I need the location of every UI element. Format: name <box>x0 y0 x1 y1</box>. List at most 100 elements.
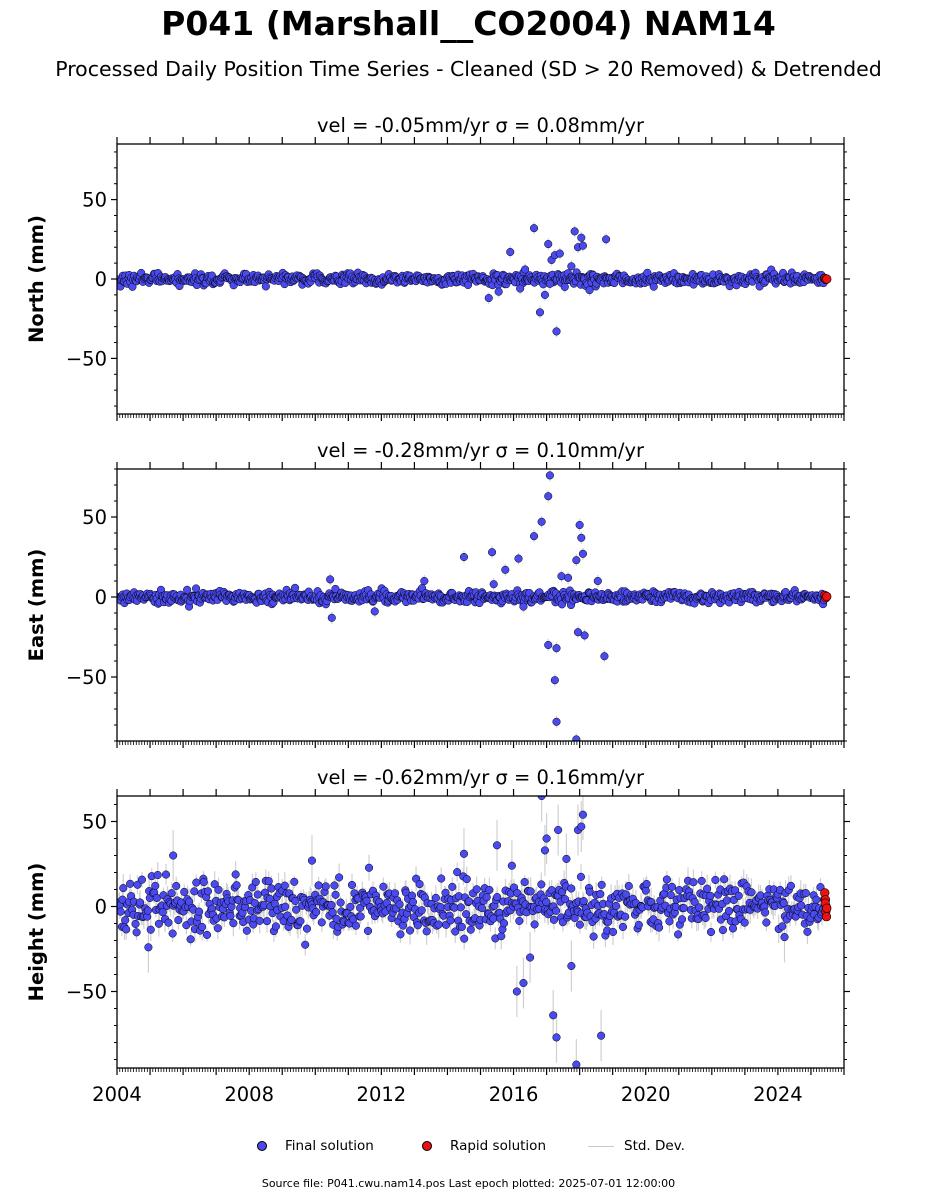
final-point <box>529 532 539 541</box>
y-tick-label: −50 <box>66 347 107 370</box>
final-point <box>537 517 546 526</box>
final-point <box>198 922 207 932</box>
final-point <box>560 895 570 904</box>
final-point <box>261 282 270 291</box>
final-point <box>117 907 125 916</box>
final-point <box>667 882 677 891</box>
final-point <box>415 880 424 889</box>
final-point <box>174 916 183 925</box>
final-point <box>600 652 609 661</box>
final-point <box>291 896 300 906</box>
final-point <box>602 235 611 244</box>
final-point <box>621 912 630 921</box>
final-point <box>301 940 310 949</box>
final-point <box>564 573 573 582</box>
final-point <box>506 247 515 257</box>
final-point <box>192 584 201 593</box>
final-point <box>317 918 326 927</box>
y-tick-label: 50 <box>82 189 107 212</box>
final-point <box>489 580 498 589</box>
final-point <box>674 930 683 939</box>
final-point <box>363 926 373 935</box>
final-point <box>462 910 471 919</box>
final-point <box>655 923 664 932</box>
final-point <box>573 628 583 637</box>
final-point <box>572 556 581 565</box>
final-point <box>578 549 587 558</box>
final-point <box>364 863 374 872</box>
final-point <box>678 915 687 924</box>
final-point <box>552 644 561 653</box>
final-point <box>143 906 152 915</box>
final-point <box>255 916 264 925</box>
final-point <box>446 916 455 925</box>
panel-north: −50 0 50 vel = -0.05mm/yr σ = 0.08mm/yr Nort… <box>25 114 850 421</box>
final-point <box>540 290 549 299</box>
final-point <box>242 926 251 935</box>
final-point <box>485 885 494 894</box>
final-point <box>398 921 408 930</box>
final-point <box>167 889 176 898</box>
final-point <box>186 935 195 944</box>
final-point <box>451 927 460 936</box>
final-point <box>422 927 431 936</box>
final-point <box>494 287 503 296</box>
panel-plot-area <box>117 796 832 1068</box>
final-point <box>578 241 587 250</box>
final-point <box>119 884 128 893</box>
y-axis-label: East (mm) <box>25 549 48 662</box>
panel-plot-area <box>117 469 832 741</box>
final-point <box>482 893 491 902</box>
final-point <box>264 877 273 886</box>
final-point <box>122 925 131 934</box>
final-point <box>296 917 305 926</box>
final-point <box>448 882 457 891</box>
panel-east: −50 0 50 vel = -0.28mm/yr σ = 0.10mm/yr East… <box>25 439 850 748</box>
final-point <box>413 921 422 930</box>
final-point <box>203 887 212 896</box>
final-point <box>351 921 360 930</box>
final-point <box>330 881 339 890</box>
final-point <box>493 893 502 902</box>
final-point <box>477 904 487 913</box>
final-point <box>453 868 462 877</box>
final-point <box>501 565 510 574</box>
final-point <box>570 913 579 922</box>
final-point <box>379 882 388 891</box>
final-point <box>545 471 554 480</box>
final-point <box>666 890 675 900</box>
final-point <box>535 308 545 317</box>
final-point <box>488 548 497 557</box>
final-solution-points <box>117 224 829 336</box>
rapid-solution-points <box>820 273 832 285</box>
final-point <box>679 904 688 913</box>
final-point <box>593 576 602 586</box>
final-point <box>172 881 181 891</box>
final-point <box>395 900 404 909</box>
final-point <box>456 903 465 912</box>
final-point <box>597 880 606 889</box>
final-point <box>516 284 525 293</box>
final-point <box>618 922 628 932</box>
final-point <box>544 240 553 249</box>
final-point <box>251 877 260 887</box>
rapid-point <box>822 591 832 602</box>
final-point <box>621 890 630 899</box>
final-point <box>417 906 426 915</box>
y-tick-label: 0 <box>95 586 107 609</box>
final-point <box>675 886 684 895</box>
final-point <box>183 585 192 594</box>
final-point <box>336 898 345 907</box>
final-point <box>161 870 171 879</box>
final-solution-points <box>117 796 829 1068</box>
final-point <box>133 880 142 889</box>
final-point <box>579 897 588 906</box>
final-point <box>537 880 546 889</box>
final-point <box>326 575 335 584</box>
final-point <box>545 279 554 288</box>
final-point <box>580 631 589 640</box>
y-tick-label: 0 <box>95 268 107 291</box>
final-point <box>229 919 238 928</box>
